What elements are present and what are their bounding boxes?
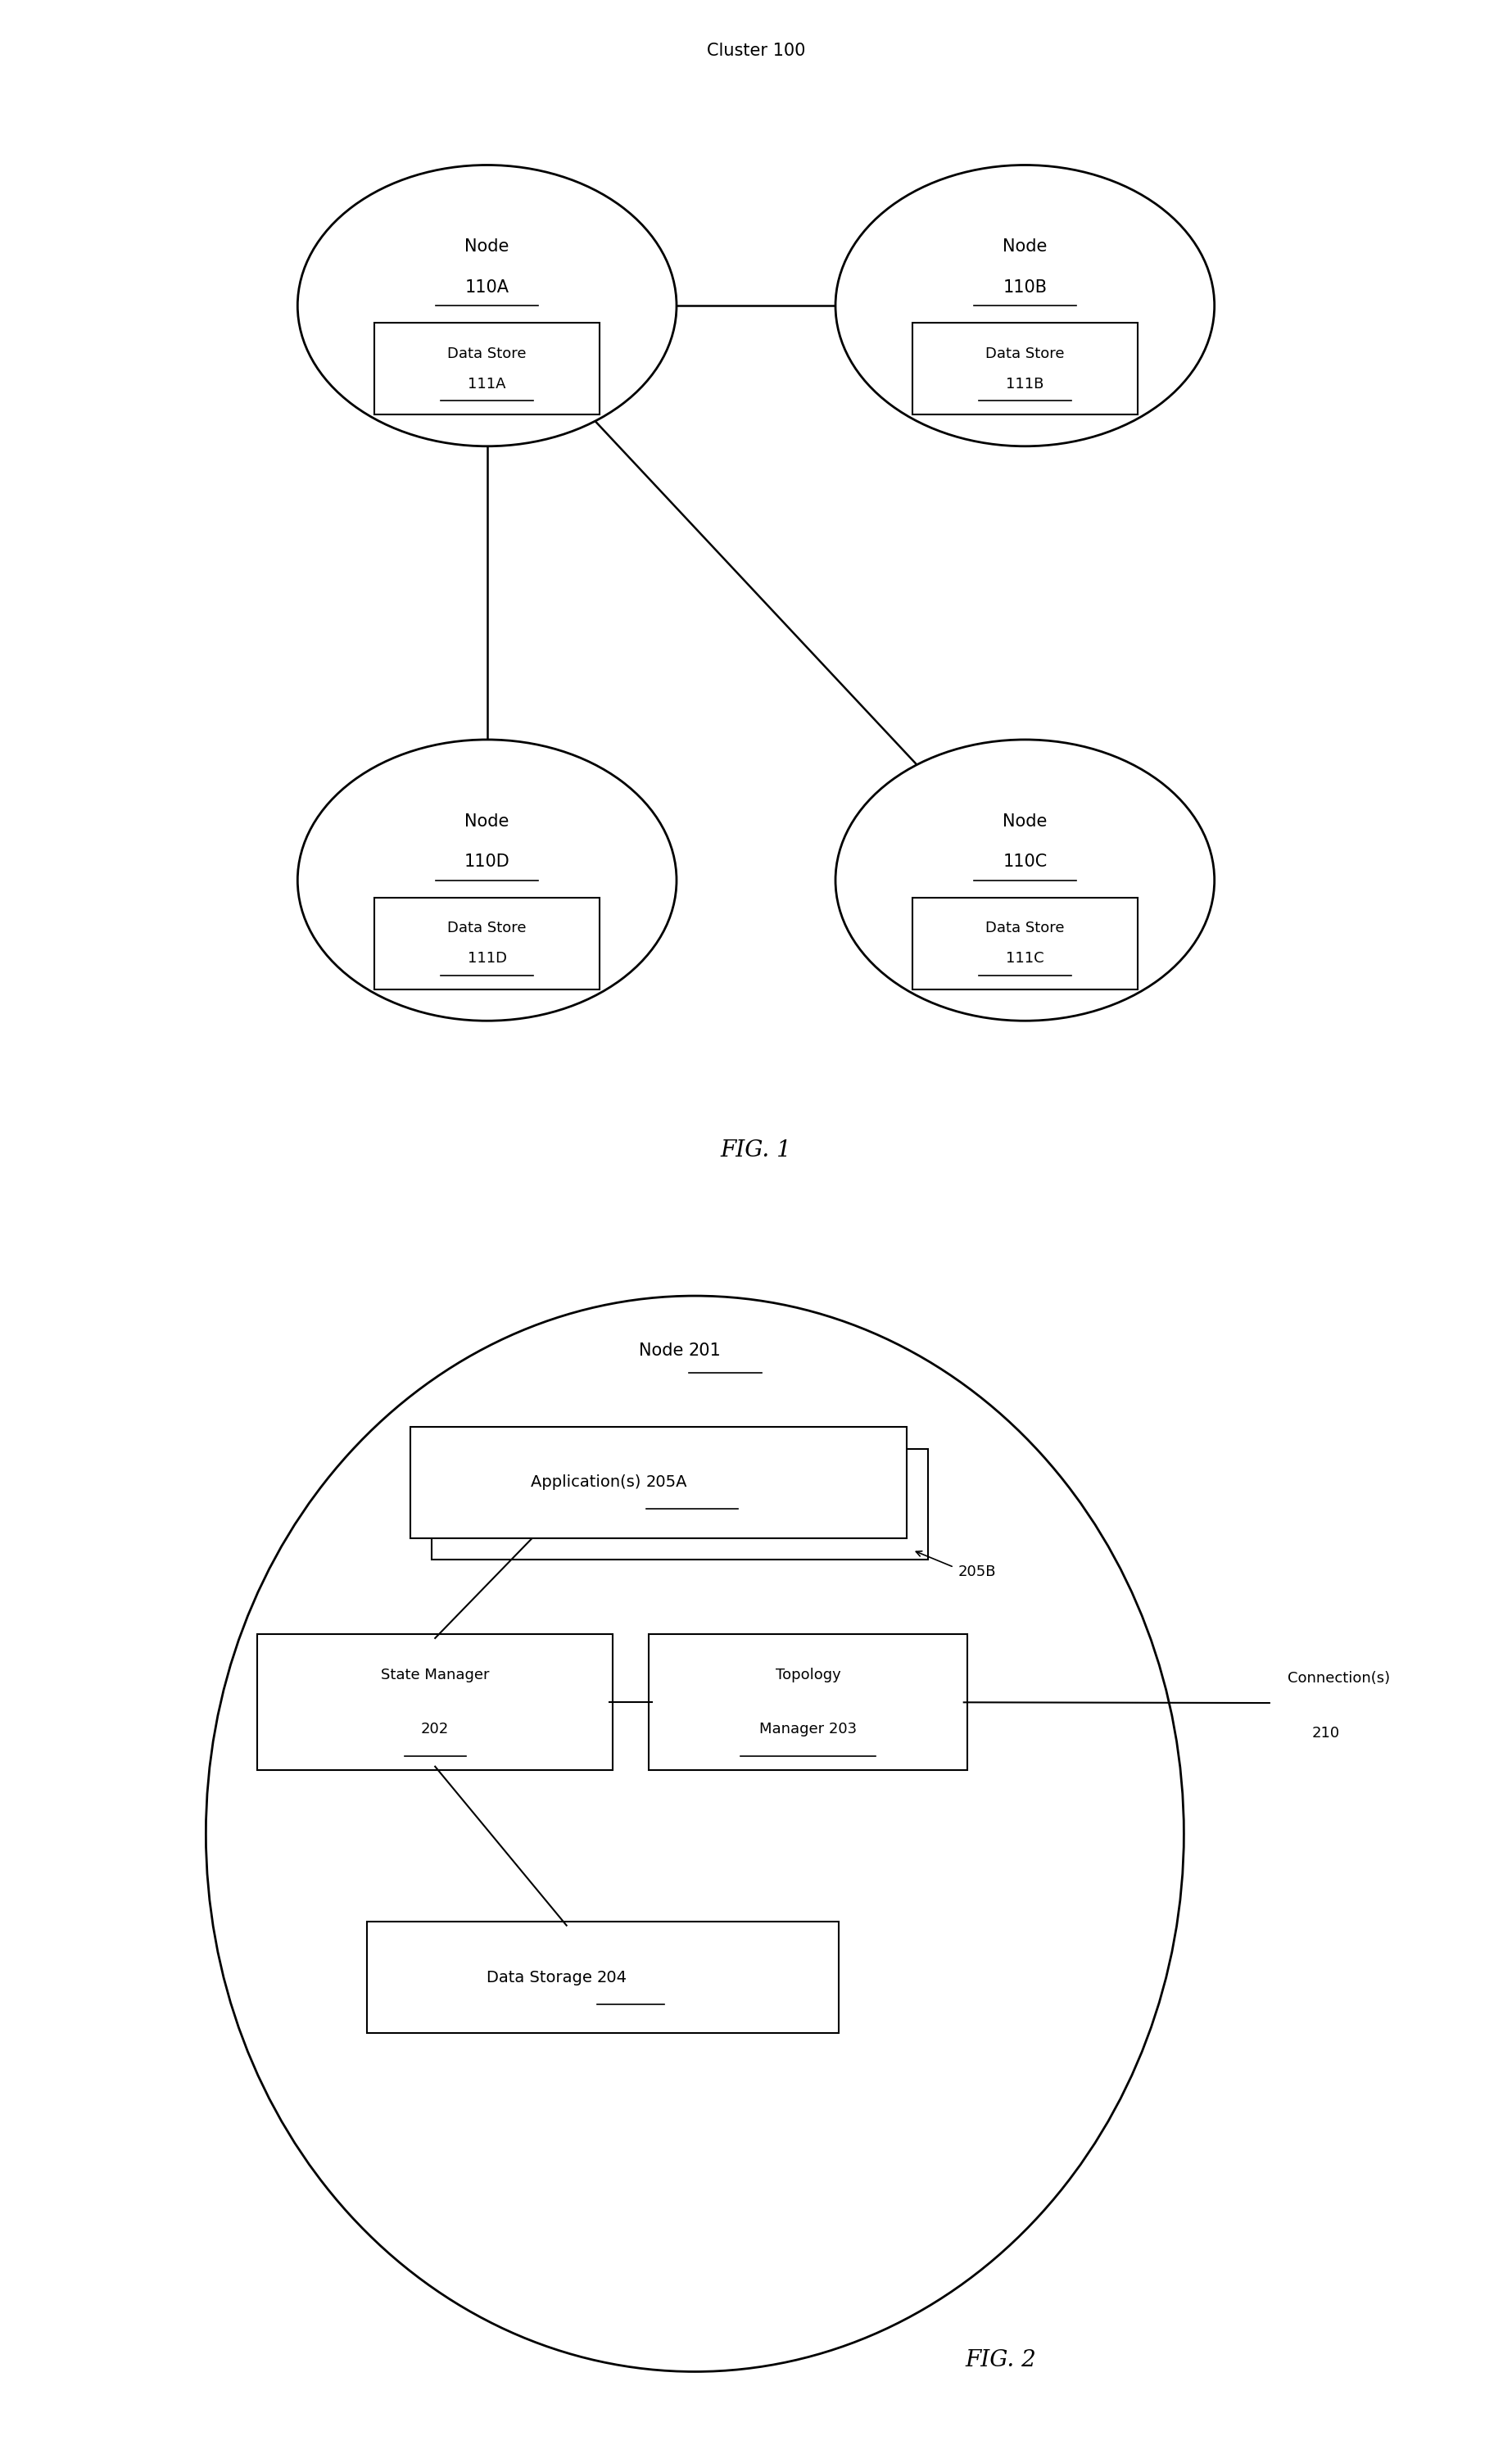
Text: FIG. 1: FIG. 1: [721, 1139, 791, 1161]
FancyBboxPatch shape: [912, 897, 1137, 990]
Text: 202: 202: [420, 1721, 449, 1736]
Text: Topology: Topology: [776, 1667, 841, 1682]
Text: Node: Node: [464, 812, 510, 829]
Text: Data Store: Data Store: [448, 922, 526, 936]
Text: 110B: 110B: [1002, 279, 1046, 296]
Ellipse shape: [836, 164, 1214, 445]
Text: State Manager: State Manager: [381, 1667, 490, 1682]
Text: Connection(s): Connection(s): [1288, 1670, 1390, 1687]
Text: Data Store: Data Store: [986, 922, 1064, 936]
Text: 201: 201: [689, 1342, 721, 1359]
Text: Application(s): Application(s): [531, 1474, 646, 1489]
Ellipse shape: [298, 738, 676, 1022]
FancyBboxPatch shape: [649, 1633, 968, 1770]
Text: Node: Node: [638, 1342, 689, 1359]
FancyBboxPatch shape: [375, 323, 600, 416]
Text: Cluster 100: Cluster 100: [706, 42, 806, 59]
Ellipse shape: [298, 164, 676, 445]
FancyBboxPatch shape: [912, 323, 1137, 416]
Text: Data Store: Data Store: [448, 347, 526, 362]
FancyBboxPatch shape: [257, 1633, 612, 1770]
Ellipse shape: [836, 738, 1214, 1022]
Text: 110A: 110A: [466, 279, 510, 296]
Text: 111A: 111A: [469, 377, 507, 391]
Text: Data Store: Data Store: [986, 347, 1064, 362]
Text: Node: Node: [1002, 237, 1048, 254]
Text: 111D: 111D: [467, 951, 507, 966]
FancyBboxPatch shape: [432, 1447, 928, 1560]
Text: FIG. 2: FIG. 2: [965, 2350, 1036, 2372]
Text: Node: Node: [464, 237, 510, 254]
Text: 205A: 205A: [646, 1474, 688, 1489]
Text: Manager 203: Manager 203: [759, 1721, 857, 1736]
Text: 110D: 110D: [464, 853, 510, 870]
FancyBboxPatch shape: [375, 897, 600, 990]
Ellipse shape: [206, 1296, 1184, 2372]
Text: 205B: 205B: [957, 1565, 996, 1579]
Text: Node: Node: [1002, 812, 1048, 829]
Text: 210: 210: [1312, 1726, 1340, 1741]
Text: Data Storage: Data Storage: [487, 1971, 597, 1985]
FancyBboxPatch shape: [367, 1922, 839, 2034]
FancyBboxPatch shape: [410, 1425, 906, 1538]
Text: 111C: 111C: [1005, 951, 1043, 966]
Text: 111B: 111B: [1005, 377, 1043, 391]
Text: 110C: 110C: [1002, 853, 1048, 870]
Text: 204: 204: [597, 1971, 627, 1985]
